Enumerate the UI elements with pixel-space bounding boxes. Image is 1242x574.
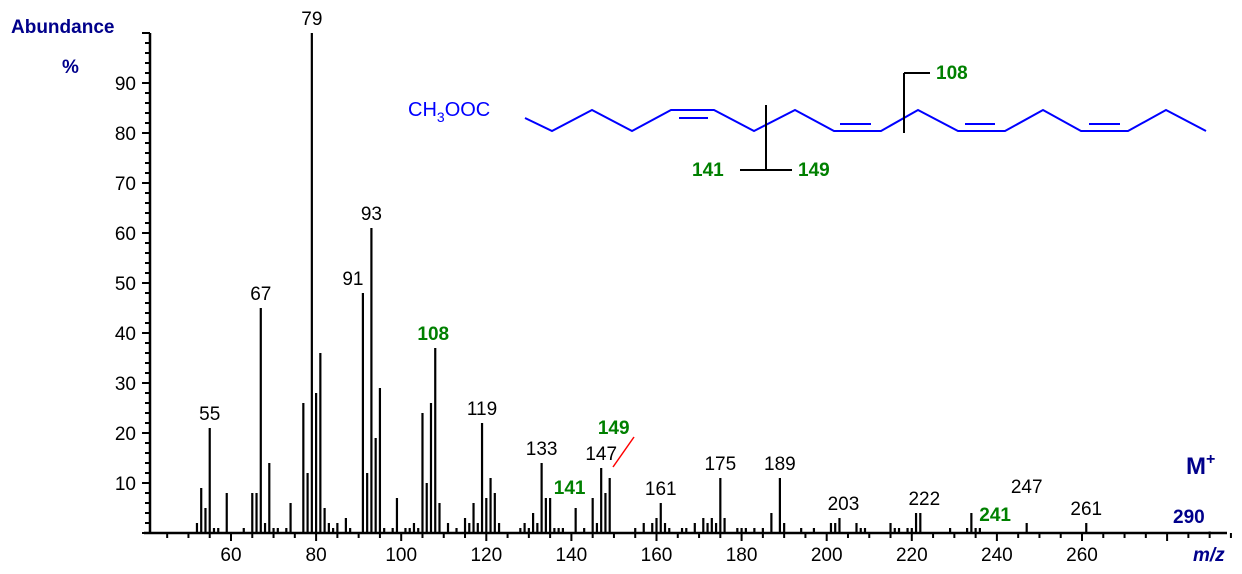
pointer-149 (612, 436, 635, 468)
y-tick-label: 50 (115, 274, 136, 295)
x-tick-label: 200 (811, 545, 843, 566)
peak-label-108: 108 (417, 324, 449, 345)
peak-label-261: 261 (1070, 499, 1102, 520)
y-axis-title: Abundance (11, 17, 115, 38)
x-tick-label: 160 (641, 545, 673, 566)
peak-label-91: 91 (342, 269, 363, 290)
molecular-structure: CH3OOC 141 149 108 (408, 63, 1207, 181)
x-tick-label: 260 (1066, 545, 1098, 566)
carbon-chain (524, 108, 1207, 133)
x-tick-label: 240 (981, 545, 1013, 566)
x-tick-label: 140 (556, 545, 588, 566)
x-tick-label: 180 (726, 545, 758, 566)
y-tick-label: 80 (115, 124, 136, 145)
peak-label-161: 161 (645, 479, 677, 500)
fragment-108: 108 (936, 63, 968, 84)
fragment-141: 141 (692, 160, 724, 181)
x-tick-label: 120 (470, 545, 502, 566)
y-tick-label: 30 (115, 374, 136, 395)
peak-label-119: 119 (467, 399, 497, 420)
y-axis-unit: % (62, 57, 79, 78)
y-tick-label: 90 (115, 74, 136, 95)
peak-label-247: 247 (1011, 477, 1043, 498)
y-tick-label: 60 (115, 224, 136, 245)
fragment-149: 149 (798, 160, 830, 181)
x-axis-title: m/z (1193, 545, 1225, 566)
peak-label-79: 79 (301, 9, 322, 30)
x-tick-label: 80 (306, 545, 327, 566)
axes: 60 80 100 120 140 160 180 200 220 240 260 10 20 30 40 5… (115, 32, 1232, 566)
y-tick-label: 20 (115, 424, 136, 445)
peaks (195, 33, 1211, 533)
x-tick-label: 220 (896, 545, 928, 566)
structure-prefix: CH3OOC (408, 99, 490, 125)
peak-labels: 55 67 79 91 93 108 119 133 141 147 149 161 175 189 203… (199, 9, 1102, 526)
peak-label-133: 133 (526, 439, 558, 460)
peak-label-241: 241 (979, 505, 1011, 526)
peak-label-147: 147 (585, 444, 617, 465)
peak-label-67: 67 (250, 284, 271, 305)
y-tick-label: 40 (115, 324, 136, 345)
y-tick-label: 10 (115, 474, 136, 495)
peak-label-55: 55 (199, 404, 220, 425)
molecular-ion-label: M+ (1186, 451, 1215, 480)
peak-label-222: 222 (908, 489, 940, 510)
peak-label-149: 149 (598, 418, 630, 439)
peak-label-141: 141 (554, 478, 586, 499)
molecular-ion-mz: 290 (1173, 507, 1205, 528)
peak-label-93: 93 (361, 204, 382, 225)
peak-label-175: 175 (704, 454, 736, 475)
peak-label-189: 189 (764, 454, 796, 475)
peak-label-203: 203 (828, 494, 860, 515)
x-tick-label: 100 (385, 545, 417, 566)
y-tick-label: 70 (115, 174, 136, 195)
x-tick-label: 60 (220, 545, 241, 566)
